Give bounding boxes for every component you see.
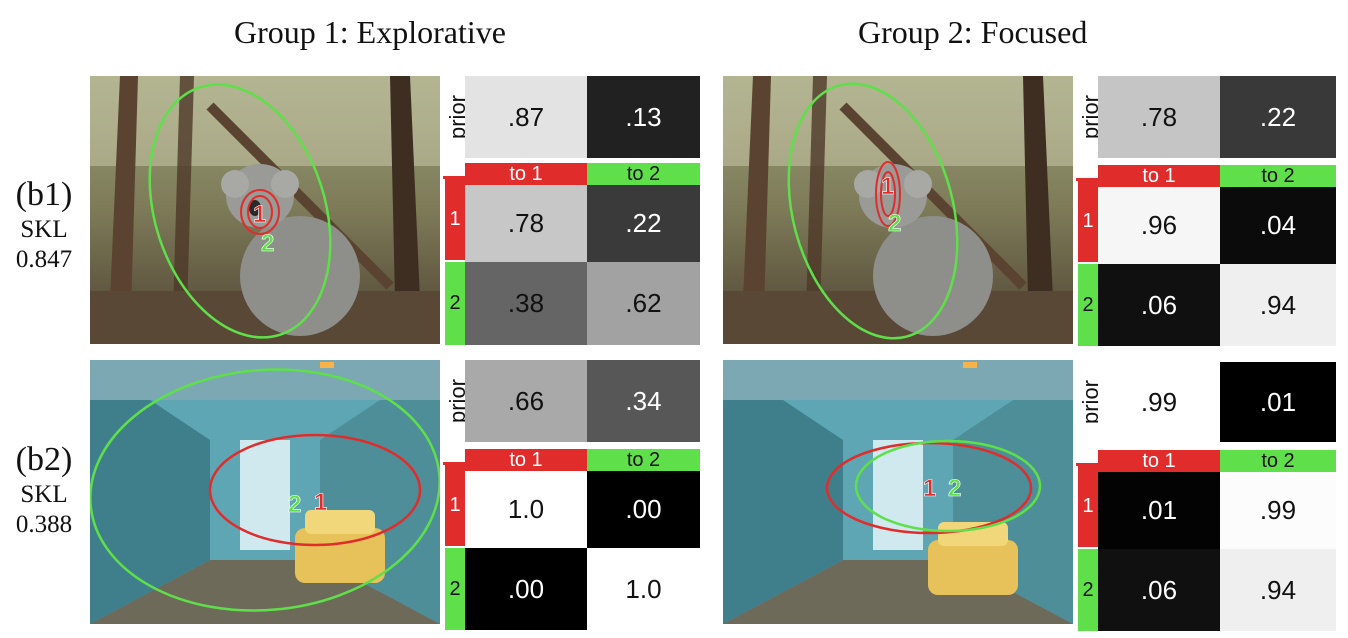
corner-divider [443, 462, 465, 465]
prior-cell-1: .66 [465, 360, 587, 442]
metric-name: SKL [20, 216, 68, 243]
row-label-b1: (b1) SKL 0.847 [0, 175, 88, 275]
cell-2-1: .06 [1098, 549, 1220, 631]
metric-name: SKL [20, 481, 68, 508]
row-label-1: 1 [1078, 466, 1098, 547]
row-label-1: 1 [1078, 181, 1098, 262]
metric-value: 0.388 [15, 511, 73, 538]
cell-1-2: .22 [587, 185, 700, 262]
metric-value: 0.847 [15, 246, 73, 273]
prior-cell-2: .22 [1220, 76, 1336, 158]
header-to1: to 1 [1098, 450, 1220, 472]
koala-scene-explorative: 1 2 [90, 76, 440, 344]
cell-2-2: .94 [1220, 549, 1336, 631]
tunnel-scene-focused: 1 2 [723, 360, 1073, 624]
header-to2: to 2 [1220, 165, 1336, 187]
group2-title: Group 2: Focused [858, 14, 1088, 50]
koala-scene-focused: 1 2 [723, 76, 1073, 344]
corner-divider [1076, 463, 1098, 466]
cell-2-1: .38 [465, 262, 587, 345]
cell-2-2: 1.0 [587, 548, 700, 630]
header-to2: to 2 [587, 163, 700, 185]
row-label-1: 1 [445, 179, 465, 260]
marker-2: 2 [888, 210, 901, 237]
header-to2: to 2 [1220, 450, 1336, 472]
prior-cell-2: .34 [587, 360, 700, 442]
row-label-2: 2 [445, 548, 465, 630]
marker-1: 1 [881, 173, 894, 200]
prior-cell-2: .01 [1220, 362, 1336, 442]
marker-2: 2 [261, 230, 274, 257]
row-tag: (b1) [15, 176, 73, 213]
cell-1-1: .96 [1098, 187, 1220, 264]
cell-1-1: .78 [465, 185, 587, 262]
cell-1-2: .99 [1220, 472, 1336, 549]
cell-1-2: .00 [587, 471, 700, 548]
header-to2: to 2 [587, 449, 700, 471]
prior-cell-1: .78 [1098, 76, 1220, 158]
cell-1-1: 1.0 [465, 471, 587, 548]
marker-1: 1 [923, 475, 936, 502]
cell-2-1: .06 [1098, 264, 1220, 346]
cell-1-2: .04 [1220, 187, 1336, 264]
row-label-2: 2 [445, 262, 465, 345]
marker-2: 2 [948, 475, 961, 502]
marker-1: 1 [314, 489, 327, 516]
group1-title: Group 1: Explorative [234, 14, 506, 50]
prior-cell-2: .13 [587, 76, 700, 158]
corner-divider [443, 176, 465, 179]
header-to1: to 1 [1098, 165, 1220, 187]
row-label-1: 1 [445, 465, 465, 546]
row-label-2: 2 [1078, 549, 1098, 631]
cell-2-1: .00 [465, 548, 587, 630]
row-label-b2: (b2) SKL 0.388 [0, 440, 88, 540]
row-label-2: 2 [1078, 264, 1098, 346]
cell-2-2: .62 [587, 262, 700, 345]
prior-cell-1: .99 [1098, 362, 1220, 442]
marker-2: 2 [288, 491, 301, 518]
marker-1: 1 [253, 201, 266, 228]
corner-divider [1076, 178, 1098, 181]
header-to1: to 1 [465, 449, 587, 471]
prior-cell-1: .87 [465, 76, 587, 158]
header-to1: to 1 [465, 163, 587, 185]
cell-2-2: .94 [1220, 264, 1336, 346]
row-tag: (b2) [15, 441, 73, 478]
cell-1-1: .01 [1098, 472, 1220, 549]
tunnel-scene-explorative: 1 2 [90, 360, 440, 624]
